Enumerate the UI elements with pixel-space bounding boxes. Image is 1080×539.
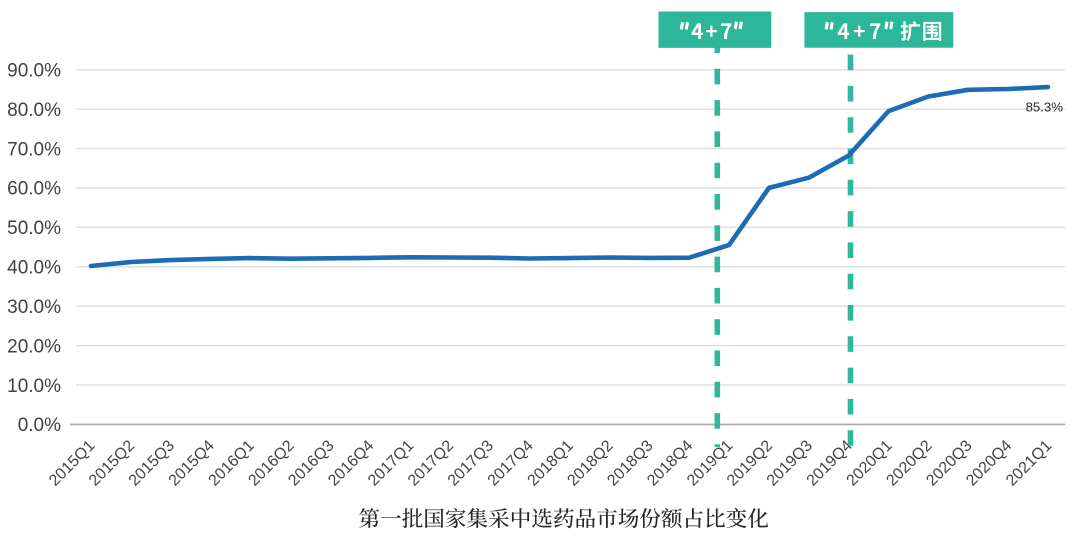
svg-text:90.0%: 90.0% bbox=[7, 61, 61, 82]
svg-text:60.0%: 60.0% bbox=[7, 179, 61, 200]
svg-text:30.0%: 30.0% bbox=[7, 297, 61, 318]
svg-text:0.0%: 0.0% bbox=[18, 415, 61, 436]
svg-text:80.0%: 80.0% bbox=[7, 100, 61, 121]
svg-text:40.0%: 40.0% bbox=[7, 258, 61, 279]
svg-text:50.0%: 50.0% bbox=[7, 218, 61, 239]
svg-text:85.3%: 85.3% bbox=[1026, 100, 1064, 115]
svg-text:20.0%: 20.0% bbox=[7, 336, 61, 357]
svg-text:70.0%: 70.0% bbox=[7, 139, 61, 160]
svg-text:10.0%: 10.0% bbox=[7, 376, 61, 397]
